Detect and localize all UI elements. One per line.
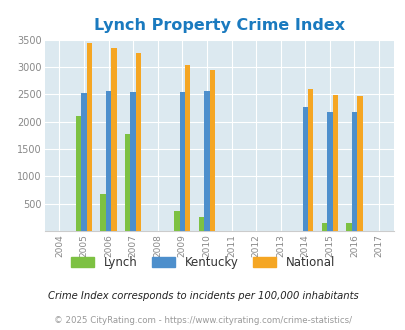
Bar	[356, 96, 362, 231]
Bar	[76, 116, 81, 231]
Bar	[345, 222, 351, 231]
Bar	[174, 211, 179, 231]
Bar	[130, 92, 136, 231]
Bar	[125, 134, 130, 231]
Bar	[179, 92, 185, 231]
Bar	[326, 112, 332, 231]
Text: © 2025 CityRating.com - https://www.cityrating.com/crime-statistics/: © 2025 CityRating.com - https://www.city…	[54, 316, 351, 325]
Bar	[198, 216, 204, 231]
Bar	[302, 107, 307, 231]
Bar	[351, 112, 356, 231]
Title: Lynch Property Crime Index: Lynch Property Crime Index	[94, 18, 344, 33]
Bar	[185, 65, 190, 231]
Bar	[136, 53, 141, 231]
Text: Crime Index corresponds to incidents per 100,000 inhabitants: Crime Index corresponds to incidents per…	[47, 291, 358, 301]
Bar	[307, 89, 313, 231]
Bar	[321, 222, 326, 231]
Legend: Lynch, Kentucky, National: Lynch, Kentucky, National	[65, 250, 340, 275]
Bar	[106, 91, 111, 231]
Bar	[81, 93, 87, 231]
Bar	[87, 44, 92, 231]
Bar	[209, 70, 215, 231]
Bar	[100, 194, 106, 231]
Bar	[332, 95, 337, 231]
Bar	[204, 91, 209, 231]
Bar	[111, 49, 116, 231]
